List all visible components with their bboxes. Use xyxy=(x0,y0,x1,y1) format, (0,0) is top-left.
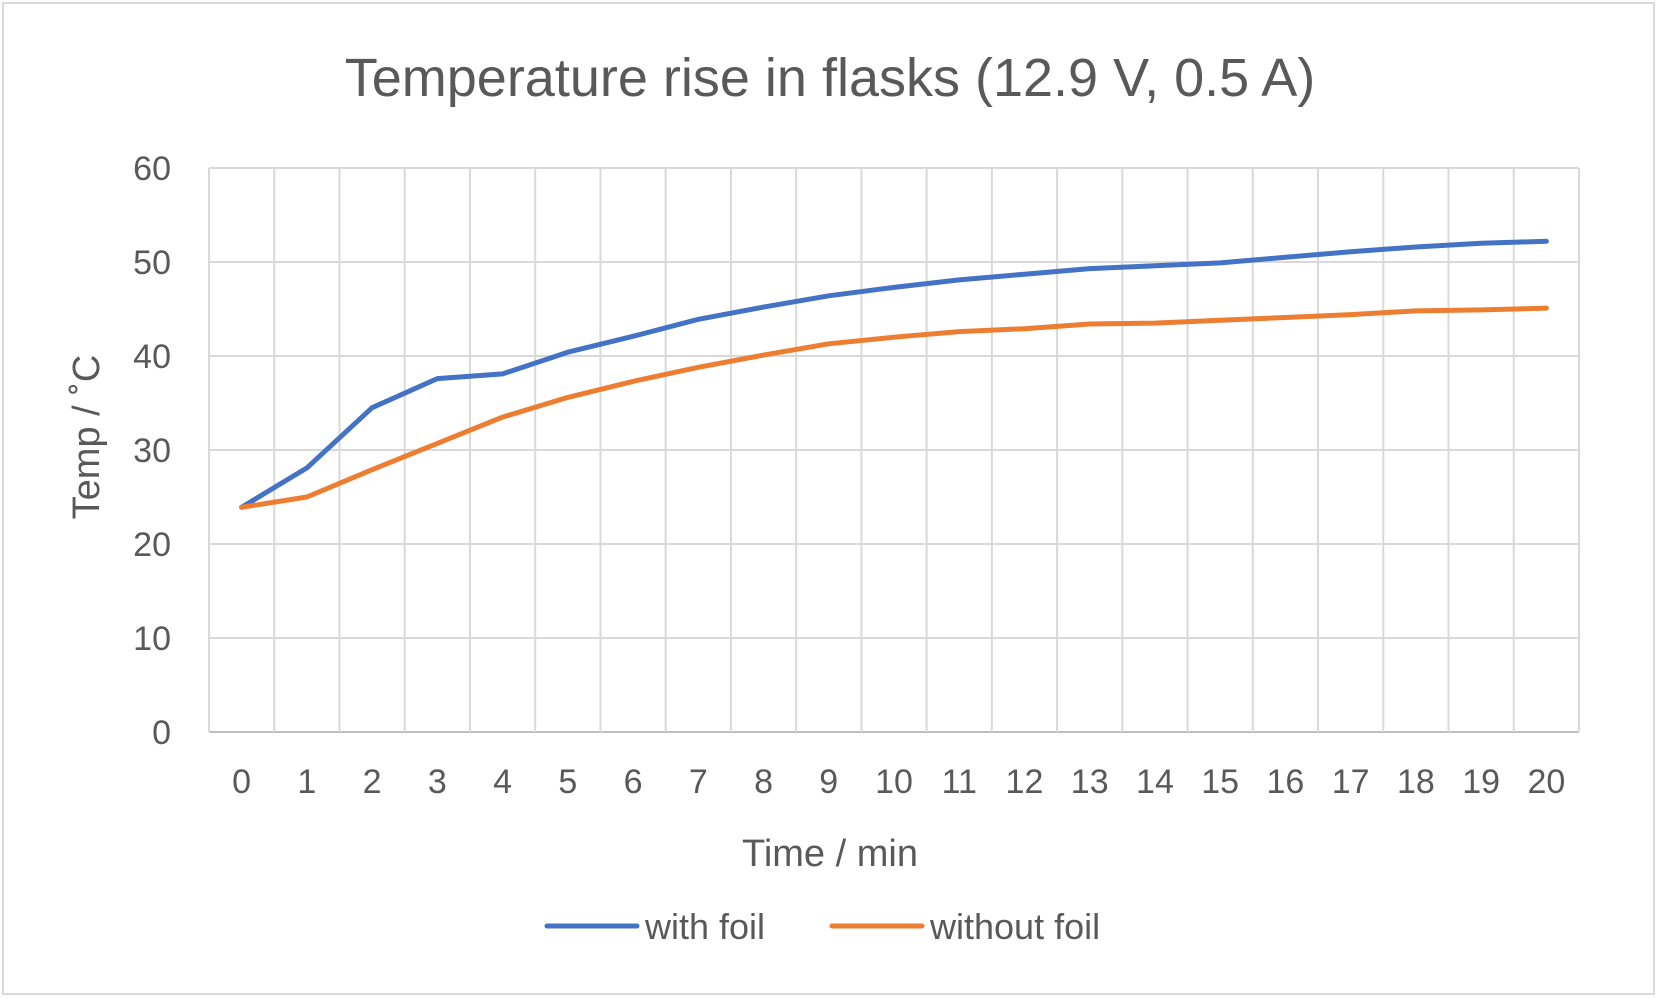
x-tick-label: 5 xyxy=(558,763,577,801)
x-tick-label: 11 xyxy=(942,763,977,801)
x-tick-label: 19 xyxy=(1462,763,1500,801)
x-tick-label: 6 xyxy=(624,763,643,801)
x-tick-label: 20 xyxy=(1527,763,1565,801)
y-tick-label: 0 xyxy=(152,714,171,752)
x-tick-label: 10 xyxy=(875,763,913,801)
y-axis-title: Temp / ˚C xyxy=(66,355,108,520)
x-tick-label: 18 xyxy=(1397,763,1435,801)
y-tick-labels: 0 10 20 30 40 50 60 xyxy=(133,150,171,752)
x-tick-label: 14 xyxy=(1136,763,1174,801)
x-tick-label: 2 xyxy=(363,763,382,801)
legend-label: with foil xyxy=(644,906,765,947)
y-tick-label: 30 xyxy=(133,432,171,470)
x-tick-label: 7 xyxy=(689,763,708,801)
x-tick-label: 17 xyxy=(1332,763,1370,801)
x-tick-label: 0 xyxy=(232,763,251,801)
x-tick-label: 12 xyxy=(1006,763,1044,801)
x-tick-label: 13 xyxy=(1071,763,1109,801)
y-tick-label: 20 xyxy=(133,526,171,564)
series-line-with-foil xyxy=(239,238,1549,510)
gridlines xyxy=(208,167,1580,733)
x-axis-title: Time / min xyxy=(742,833,918,875)
x-tick-label: 15 xyxy=(1201,763,1239,801)
x-tick-label: 9 xyxy=(819,763,838,801)
x-tick-label: 3 xyxy=(428,763,447,801)
y-tick-label: 60 xyxy=(133,150,171,188)
x-tick-label: 8 xyxy=(754,763,773,801)
chart-title: Temperature rise in flasks (12.9 V, 0.5 … xyxy=(345,48,1315,108)
y-tick-label: 40 xyxy=(133,338,171,376)
y-tick-label: 50 xyxy=(133,244,171,282)
x-tick-label: 16 xyxy=(1267,763,1305,801)
legend-label: without foil xyxy=(929,906,1100,947)
x-tick-labels: 0 1 2 3 4 5 6 7 8 9 10 11 12 13 14 15 16 17 18 19 20 xyxy=(232,763,1565,801)
x-tick-label: 4 xyxy=(493,763,512,801)
legend: with foil without foil xyxy=(544,906,1100,947)
y-tick-label: 10 xyxy=(133,620,171,658)
x-tick-label: 1 xyxy=(297,763,316,801)
series-line-without-foil xyxy=(239,305,1549,510)
series-lines xyxy=(239,238,1549,510)
